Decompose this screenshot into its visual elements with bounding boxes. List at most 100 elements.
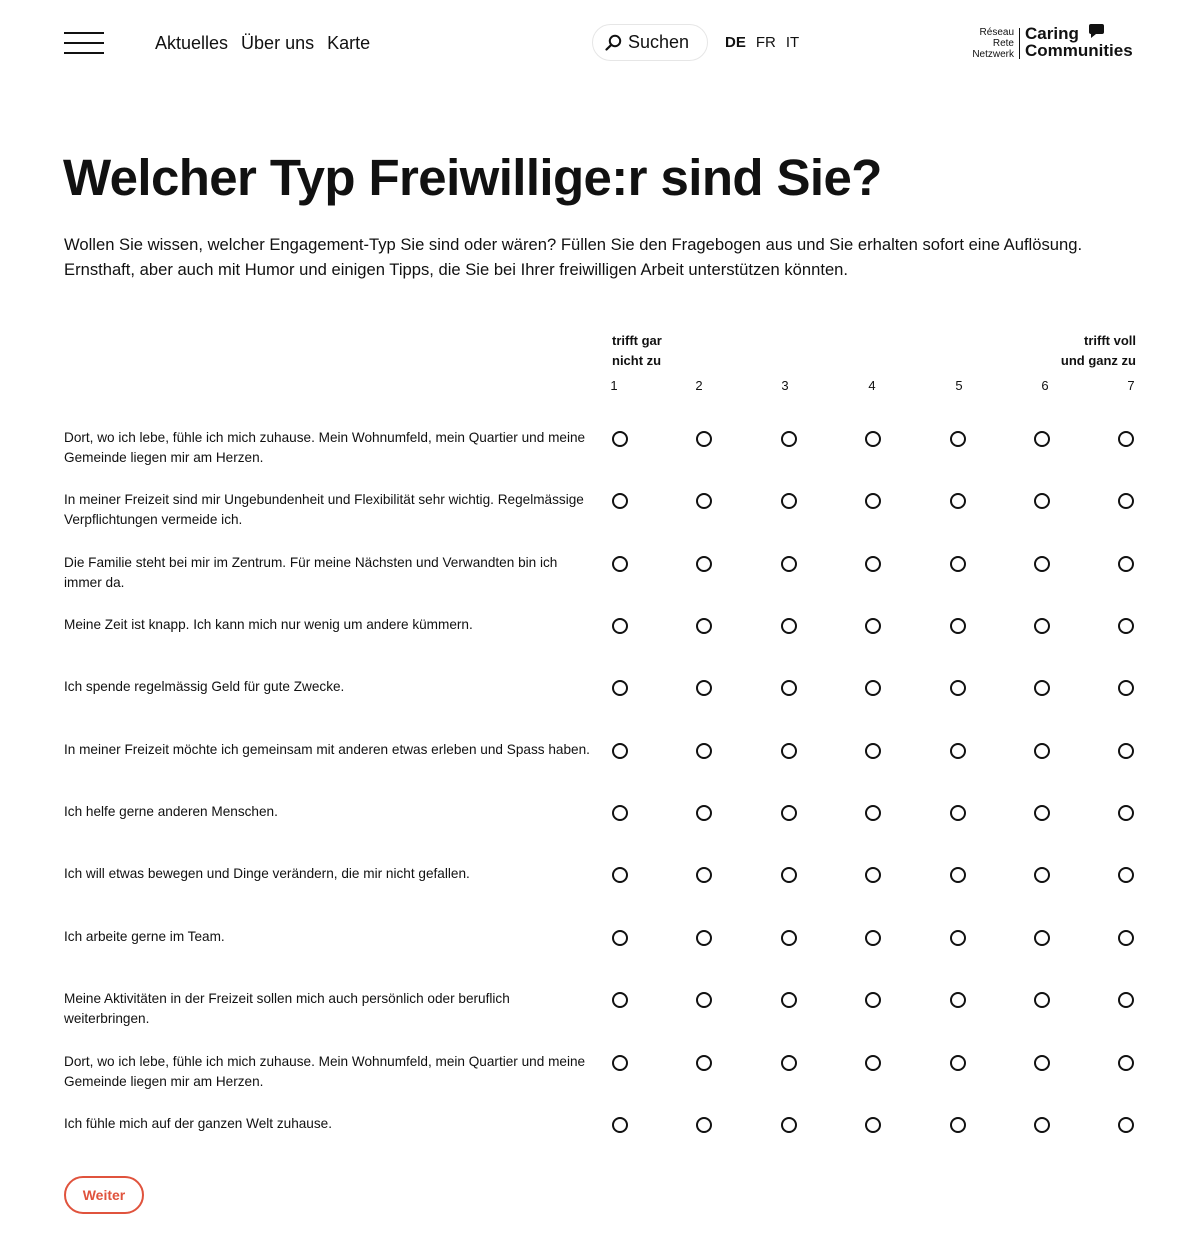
rating-radio[interactable] [1118, 618, 1134, 634]
rating-radio[interactable] [1034, 992, 1050, 1008]
rating-radio[interactable] [950, 556, 966, 572]
rating-radio[interactable] [612, 556, 628, 572]
rating-radio[interactable] [865, 431, 881, 447]
rating-radio[interactable] [950, 618, 966, 634]
rating-radio[interactable] [865, 493, 881, 509]
rating-radio[interactable] [1034, 805, 1050, 821]
rating-radio[interactable] [865, 1117, 881, 1133]
nav-link-karte[interactable]: Karte [327, 33, 371, 53]
rating-radio[interactable] [865, 1055, 881, 1071]
rating-radio[interactable] [781, 431, 797, 447]
rating-radio[interactable] [1118, 805, 1134, 821]
rating-radio[interactable] [781, 992, 797, 1008]
rating-radio[interactable] [865, 992, 881, 1008]
rating-radio[interactable] [612, 867, 628, 883]
site-header: Aktuelles Über uns Karte Suchen DE FR IT… [0, 0, 1200, 86]
main-nav: Aktuelles Über uns Karte [155, 31, 370, 55]
lang-fr[interactable]: FR [755, 34, 776, 51]
rating-radio[interactable] [950, 930, 966, 946]
rating-radio[interactable] [696, 556, 712, 572]
rating-radio[interactable] [696, 867, 712, 883]
rating-radio[interactable] [950, 867, 966, 883]
weiter-button[interactable]: Weiter [64, 1176, 144, 1214]
rating-radio[interactable] [612, 618, 628, 634]
rating-radio[interactable] [865, 867, 881, 883]
rating-radio[interactable] [781, 867, 797, 883]
rating-radio[interactable] [1118, 1055, 1134, 1071]
caring-communities-logo[interactable]: Réseau Rete Netzwerk Caring Communities [964, 23, 1136, 63]
rating-radio[interactable] [1118, 431, 1134, 447]
rating-radio[interactable] [1034, 930, 1050, 946]
rating-radio[interactable] [696, 431, 712, 447]
rating-radio[interactable] [1034, 618, 1050, 634]
rating-radio[interactable] [1118, 493, 1134, 509]
rating-radio[interactable] [865, 930, 881, 946]
rating-radio[interactable] [1034, 680, 1050, 696]
rating-radio[interactable] [865, 743, 881, 759]
rating-radio[interactable] [1034, 493, 1050, 509]
rating-radio[interactable] [1118, 930, 1134, 946]
rating-radio[interactable] [781, 618, 797, 634]
rating-radio[interactable] [612, 1055, 628, 1071]
rating-radio[interactable] [612, 493, 628, 509]
rating-radio[interactable] [1034, 743, 1050, 759]
nav-link-aktuelles[interactable]: Aktuelles [155, 33, 229, 53]
search-button[interactable]: Suchen [592, 24, 708, 61]
rating-radio[interactable] [950, 743, 966, 759]
logo-wordmark: Caring Communities [1025, 24, 1133, 60]
rating-radio[interactable] [696, 1055, 712, 1071]
rating-radio[interactable] [696, 618, 712, 634]
rating-radio[interactable] [781, 680, 797, 696]
rating-radio[interactable] [950, 1055, 966, 1071]
rating-radio[interactable] [1118, 1117, 1134, 1133]
rating-radio[interactable] [950, 493, 966, 509]
rating-radio[interactable] [950, 680, 966, 696]
rating-radio[interactable] [781, 930, 797, 946]
rating-radio[interactable] [1118, 992, 1134, 1008]
scale-number: 1 [610, 378, 618, 393]
rating-radio[interactable] [1034, 556, 1050, 572]
menu-icon[interactable] [64, 32, 104, 54]
rating-radio[interactable] [781, 743, 797, 759]
rating-radio[interactable] [781, 556, 797, 572]
rating-radio[interactable] [612, 930, 628, 946]
rating-radio[interactable] [1034, 867, 1050, 883]
rating-radio[interactable] [1118, 743, 1134, 759]
rating-radio[interactable] [612, 805, 628, 821]
rating-radio[interactable] [1034, 1055, 1050, 1071]
rating-radio[interactable] [781, 1117, 797, 1133]
rating-radio[interactable] [1118, 556, 1134, 572]
rating-radio[interactable] [1118, 680, 1134, 696]
rating-radio[interactable] [865, 805, 881, 821]
rating-radio[interactable] [865, 556, 881, 572]
lang-de[interactable]: DE [725, 34, 746, 51]
rating-radio[interactable] [696, 805, 712, 821]
rating-radio[interactable] [950, 805, 966, 821]
rating-radio[interactable] [865, 680, 881, 696]
rating-radio[interactable] [612, 680, 628, 696]
rating-radio[interactable] [781, 1055, 797, 1071]
rating-radio[interactable] [696, 680, 712, 696]
rating-radio[interactable] [950, 431, 966, 447]
question-text: Meine Aktivitäten in der Freizeit sollen… [64, 991, 510, 1026]
nav-link-ueber-uns[interactable]: Über uns [241, 33, 315, 53]
rating-radio[interactable] [696, 493, 712, 509]
rating-radio[interactable] [696, 930, 712, 946]
speech-bubble-icon [1089, 24, 1104, 38]
rating-radio[interactable] [1118, 867, 1134, 883]
rating-radio[interactable] [950, 992, 966, 1008]
rating-radio[interactable] [950, 1117, 966, 1133]
rating-radio[interactable] [696, 992, 712, 1008]
rating-radio[interactable] [612, 431, 628, 447]
rating-radio[interactable] [612, 743, 628, 759]
rating-radio[interactable] [612, 992, 628, 1008]
rating-radio[interactable] [612, 1117, 628, 1133]
rating-radio[interactable] [865, 618, 881, 634]
rating-radio[interactable] [781, 493, 797, 509]
rating-radio[interactable] [781, 805, 797, 821]
lang-it[interactable]: IT [785, 34, 800, 51]
rating-radio[interactable] [1034, 431, 1050, 447]
rating-radio[interactable] [696, 1117, 712, 1133]
rating-radio[interactable] [696, 743, 712, 759]
rating-radio[interactable] [1034, 1117, 1050, 1133]
